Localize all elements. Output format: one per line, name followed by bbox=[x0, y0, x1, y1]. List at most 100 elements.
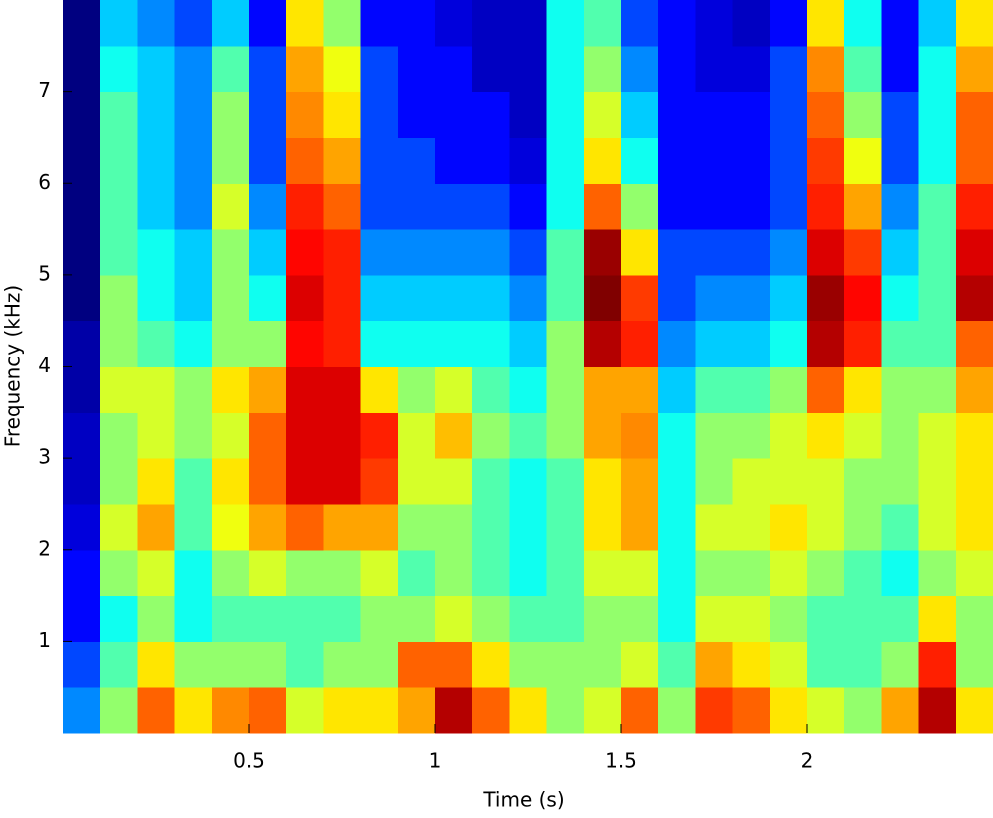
cell bbox=[844, 366, 882, 413]
cell bbox=[695, 320, 734, 367]
y-tick-label: 1 bbox=[38, 628, 51, 652]
cell bbox=[658, 595, 696, 642]
cell bbox=[844, 183, 882, 230]
cell bbox=[918, 91, 957, 138]
cell bbox=[397, 274, 436, 322]
cell bbox=[435, 595, 473, 642]
cell bbox=[472, 91, 510, 138]
cell bbox=[435, 91, 473, 138]
cell bbox=[286, 366, 324, 413]
cell bbox=[397, 0, 436, 47]
cell bbox=[546, 45, 585, 93]
cell bbox=[472, 45, 510, 93]
cell bbox=[472, 183, 510, 230]
cell bbox=[807, 687, 845, 734]
cell bbox=[286, 687, 324, 734]
cell bbox=[658, 137, 696, 184]
cell bbox=[174, 137, 213, 184]
cell bbox=[249, 458, 287, 505]
cell bbox=[732, 412, 771, 459]
cell bbox=[360, 91, 399, 138]
cell bbox=[211, 549, 250, 597]
cell bbox=[583, 549, 622, 597]
x-tick-label: 1.5 bbox=[605, 749, 637, 773]
cell bbox=[286, 0, 324, 47]
cell bbox=[621, 641, 659, 688]
cell bbox=[881, 366, 920, 413]
cell bbox=[472, 274, 510, 322]
cell bbox=[211, 595, 250, 642]
cell bbox=[583, 366, 622, 413]
cell bbox=[137, 229, 176, 276]
cell bbox=[360, 137, 399, 184]
cell bbox=[100, 549, 138, 597]
cell bbox=[174, 458, 213, 505]
cell bbox=[435, 45, 473, 93]
cell bbox=[360, 320, 399, 367]
cell bbox=[211, 183, 250, 230]
cell bbox=[621, 137, 659, 184]
cell bbox=[695, 458, 734, 505]
cell bbox=[249, 503, 287, 551]
cell bbox=[174, 320, 213, 367]
cell bbox=[100, 503, 138, 551]
cell bbox=[769, 412, 808, 459]
cell bbox=[472, 0, 510, 47]
cell bbox=[472, 366, 510, 413]
cell bbox=[63, 137, 101, 184]
cell bbox=[137, 687, 176, 734]
cell bbox=[63, 229, 101, 276]
cell bbox=[546, 0, 585, 47]
cell bbox=[323, 641, 362, 688]
cell bbox=[769, 458, 808, 505]
cell bbox=[732, 503, 771, 551]
cell bbox=[100, 458, 138, 505]
cell bbox=[955, 0, 993, 47]
cell bbox=[435, 687, 473, 734]
cell bbox=[249, 0, 287, 47]
cell bbox=[583, 183, 622, 230]
cell bbox=[323, 549, 362, 597]
cell bbox=[435, 412, 473, 459]
cell bbox=[658, 549, 696, 597]
cell bbox=[323, 274, 362, 322]
cell bbox=[918, 0, 957, 47]
cell bbox=[732, 229, 771, 276]
cell bbox=[286, 91, 324, 138]
cell bbox=[695, 641, 734, 688]
cell bbox=[397, 137, 436, 184]
cell bbox=[881, 687, 920, 734]
cell bbox=[881, 0, 920, 47]
cell bbox=[360, 458, 399, 505]
cell bbox=[658, 687, 696, 734]
cell bbox=[249, 549, 287, 597]
cell bbox=[63, 687, 101, 734]
cell bbox=[286, 137, 324, 184]
cell bbox=[360, 641, 399, 688]
cell bbox=[918, 595, 957, 642]
cell bbox=[174, 0, 213, 47]
cell bbox=[881, 183, 920, 230]
cell bbox=[435, 366, 473, 413]
cell bbox=[211, 320, 250, 367]
cell bbox=[807, 137, 845, 184]
cell bbox=[844, 137, 882, 184]
cell bbox=[249, 45, 287, 93]
cell bbox=[100, 641, 138, 688]
cell bbox=[769, 549, 808, 597]
cell bbox=[844, 503, 882, 551]
cell bbox=[323, 0, 362, 47]
cell bbox=[211, 0, 250, 47]
cell bbox=[844, 229, 882, 276]
cell bbox=[323, 91, 362, 138]
cell bbox=[100, 45, 138, 93]
cell bbox=[397, 412, 436, 459]
cell bbox=[695, 229, 734, 276]
cell bbox=[807, 229, 845, 276]
cell bbox=[249, 595, 287, 642]
cell bbox=[174, 687, 213, 734]
cell bbox=[658, 412, 696, 459]
cell bbox=[211, 274, 250, 322]
cell bbox=[509, 366, 548, 413]
cell bbox=[137, 0, 176, 47]
